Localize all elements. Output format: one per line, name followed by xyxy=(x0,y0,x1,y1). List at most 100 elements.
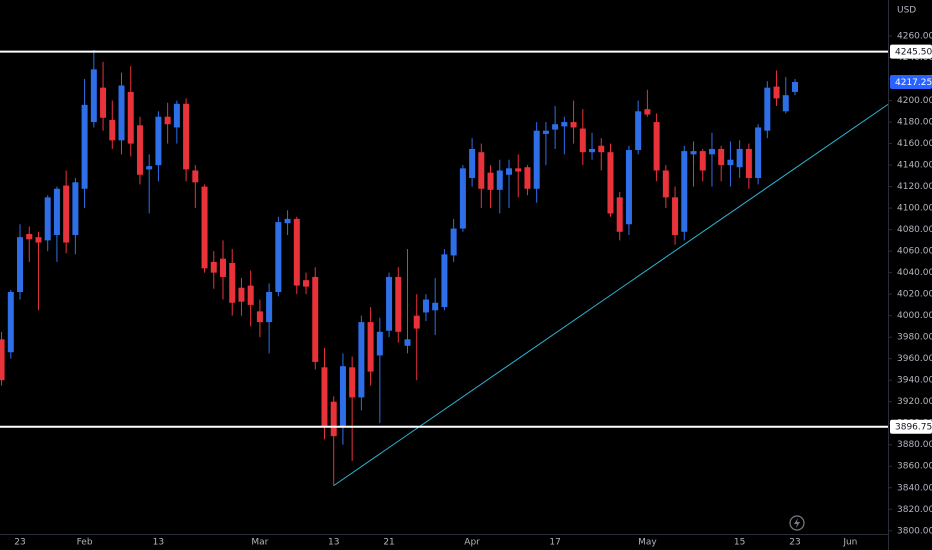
candle-body xyxy=(238,287,245,302)
candle-body xyxy=(718,148,725,166)
candle-body xyxy=(7,292,14,353)
candle-body xyxy=(229,262,236,303)
candle-body xyxy=(570,122,577,128)
y-tick-label: 3880.00 xyxy=(897,440,932,450)
candle-body xyxy=(53,188,60,236)
candle-body xyxy=(699,151,706,171)
candle-body xyxy=(773,86,780,99)
candle-body xyxy=(533,130,540,189)
replay-bolt[interactable] xyxy=(794,518,800,528)
candle-body xyxy=(35,237,42,243)
candle-body xyxy=(422,299,429,313)
candle-body xyxy=(155,116,162,166)
candle-body xyxy=(321,367,328,428)
candle-body xyxy=(183,103,190,170)
candle-body xyxy=(367,322,374,372)
replay-circle[interactable] xyxy=(789,515,805,531)
x-tick-label: 13 xyxy=(153,538,164,548)
candle-body xyxy=(127,91,134,144)
y-tick-label: 4200.00 xyxy=(897,96,932,106)
candle-body xyxy=(63,185,70,243)
x-tick-label: Feb xyxy=(77,538,93,548)
candle-body xyxy=(745,148,752,178)
candle-body xyxy=(478,152,485,189)
candle-body xyxy=(635,111,642,151)
candle-body xyxy=(496,170,503,190)
candle-body xyxy=(210,261,217,273)
y-tick-label: 3960.00 xyxy=(897,354,932,364)
candle-body xyxy=(330,401,337,437)
candle-body xyxy=(782,95,789,112)
y-tick-label: 4120.00 xyxy=(897,182,932,192)
x-tick-label: Apr xyxy=(464,538,480,548)
candle-body xyxy=(303,280,310,287)
y-tick-label: 3980.00 xyxy=(897,333,932,343)
candle-body xyxy=(349,367,356,398)
candle-body xyxy=(662,170,669,198)
candle-body xyxy=(515,168,522,172)
x-tick-label: 15 xyxy=(734,538,745,548)
x-tick-label: Mar xyxy=(251,538,268,548)
candle-body xyxy=(0,339,5,381)
candle-body xyxy=(708,148,715,155)
candle-body xyxy=(17,237,24,293)
last-price-label: 4217.25 xyxy=(895,78,932,88)
x-tick-label: May xyxy=(638,538,657,548)
candle-body xyxy=(72,182,79,236)
candle-body xyxy=(26,233,33,240)
y-tick-label: 4060.00 xyxy=(897,247,932,257)
candle-body xyxy=(607,152,614,214)
candle-body xyxy=(441,254,448,308)
y-tick-label: 4100.00 xyxy=(897,204,932,214)
currency-label: USD xyxy=(897,6,916,16)
y-tick-label: 3800.00 xyxy=(897,526,932,536)
candles xyxy=(0,50,799,486)
y-tick-label: 4080.00 xyxy=(897,225,932,235)
candle-body xyxy=(256,311,263,323)
candle-body xyxy=(589,148,596,153)
candle-body xyxy=(432,302,439,311)
candle-body xyxy=(136,125,143,175)
x-tick-label: 23 xyxy=(789,538,800,548)
candle-body xyxy=(690,151,697,155)
candle-body xyxy=(524,167,531,189)
y-tick-label: 4020.00 xyxy=(897,290,932,300)
candle-body xyxy=(146,166,153,170)
candle-body xyxy=(598,145,605,153)
y-tick-label: 4040.00 xyxy=(897,268,932,278)
candle-body xyxy=(201,186,208,269)
candle-body xyxy=(764,87,771,131)
candle-body xyxy=(312,276,319,362)
candle-body xyxy=(653,122,660,171)
x-tick-label: 17 xyxy=(549,538,560,548)
candle-body xyxy=(413,315,420,329)
candle-body xyxy=(293,218,300,286)
candle-body xyxy=(219,258,226,277)
candle-body xyxy=(681,151,688,232)
candle-body xyxy=(579,128,586,153)
x-tick-label: 23 xyxy=(14,538,25,548)
y-tick-label: 3820.00 xyxy=(897,505,932,515)
candle-body xyxy=(542,130,549,134)
y-tick-label: 4000.00 xyxy=(897,311,932,321)
last-price-box xyxy=(890,75,932,90)
candle-body xyxy=(192,170,199,183)
candle-body xyxy=(395,276,402,332)
price-label-box xyxy=(890,44,932,59)
candle-body xyxy=(100,87,107,118)
candle-body xyxy=(81,104,88,189)
candle-body xyxy=(469,148,476,178)
candle-body xyxy=(552,124,559,130)
candle-body xyxy=(616,197,623,232)
candle-body xyxy=(44,197,51,241)
y-tick-label: 4180.00 xyxy=(897,118,932,128)
replay-icon[interactable] xyxy=(789,515,805,531)
candle-body xyxy=(118,85,125,141)
candle-body xyxy=(275,222,282,293)
candle-body xyxy=(625,150,632,225)
candle-body xyxy=(755,127,762,178)
candle-body xyxy=(644,109,651,115)
candle-body xyxy=(404,339,411,346)
